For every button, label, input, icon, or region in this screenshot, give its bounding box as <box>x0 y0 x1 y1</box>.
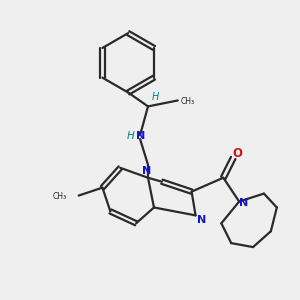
Text: O: O <box>232 148 242 160</box>
Text: N: N <box>238 199 248 208</box>
Text: CH₃: CH₃ <box>181 97 195 106</box>
Text: N: N <box>136 131 146 141</box>
Text: H: H <box>152 92 159 101</box>
Text: N: N <box>142 166 152 176</box>
Text: N: N <box>197 215 206 225</box>
Text: H: H <box>126 131 134 141</box>
Text: CH₃: CH₃ <box>53 192 67 201</box>
